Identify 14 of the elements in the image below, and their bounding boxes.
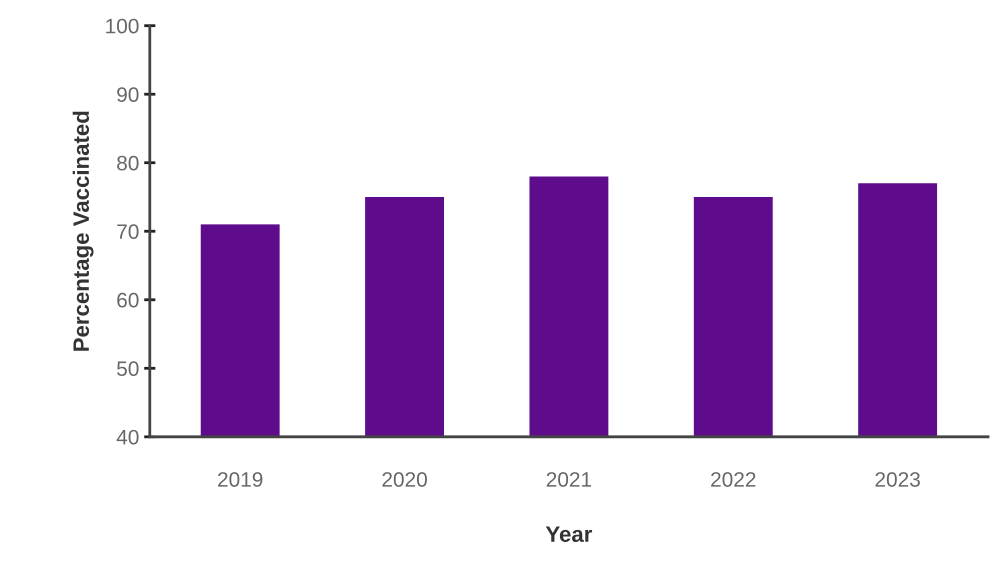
x-tick-label: 2019 xyxy=(218,472,262,487)
y-axis-title: Percentage Vaccinated xyxy=(72,112,94,351)
x-axis-title: Year xyxy=(546,526,592,542)
y-tick-label: 40 xyxy=(116,430,139,445)
x-tick-label: 2020 xyxy=(382,472,427,487)
y-tick-label: 80 xyxy=(117,156,139,170)
y-tick-label: 70 xyxy=(117,224,139,240)
y-tick-label: 60 xyxy=(117,292,139,308)
y-tick-label: 90 xyxy=(117,87,139,102)
x-tick-label: 2021 xyxy=(546,472,592,487)
y-tick-label: 50 xyxy=(117,361,139,376)
x-tick-label: 2022 xyxy=(711,472,756,487)
x-tick-label: 2023 xyxy=(876,472,920,487)
y-tick-label: 100 xyxy=(106,18,139,34)
